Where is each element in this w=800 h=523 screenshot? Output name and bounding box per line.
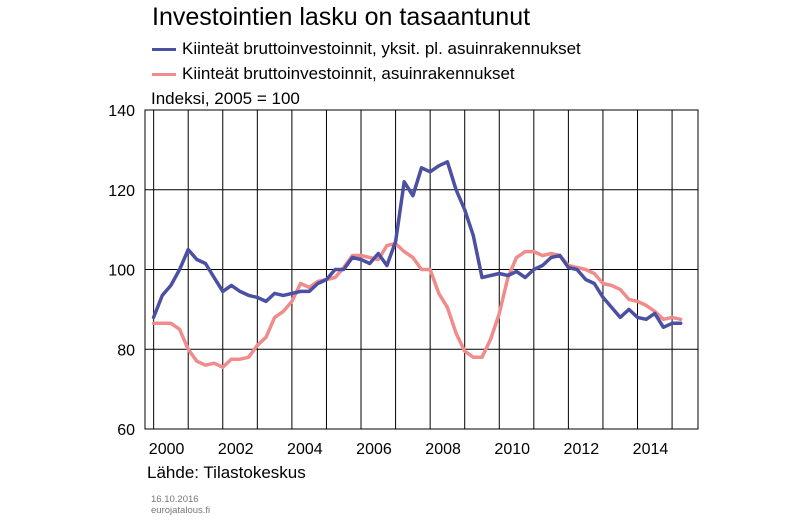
plot-frame	[144, 109, 699, 430]
y-tick-label-60: 60	[117, 422, 135, 439]
y-tick-label-100: 100	[108, 263, 135, 280]
series-line-1	[151, 160, 683, 330]
x-tick-label-2004: 2004	[287, 441, 323, 458]
legend-label-series-1: Kiinteät bruttoinvestoinnit, yksit. pl. …	[182, 39, 581, 58]
date-stamp: 16.10.2016	[151, 494, 199, 505]
y-tick-label-120: 120	[108, 183, 135, 200]
x-tick-label-2008: 2008	[425, 441, 461, 458]
series-line-2	[151, 241, 683, 369]
x-tick-label-2002: 2002	[218, 441, 254, 458]
legend-label-series-2: Kiinteät bruttoinvestoinnit, asuinrakenn…	[182, 64, 515, 83]
legend-swatch-series-1	[152, 47, 176, 51]
source-label: Lähde: Tilastokeskus	[147, 463, 306, 482]
x-tick-label-2010: 2010	[494, 441, 530, 458]
chart-title: Investointien lasku on tasaantunut	[152, 3, 531, 31]
x-tick-label-2006: 2006	[356, 441, 392, 458]
y-tick-label-80: 80	[117, 342, 135, 359]
x-tick-label-2014: 2014	[633, 441, 669, 458]
legend-swatch-series-2	[152, 72, 176, 76]
y-tick-label-140: 140	[108, 103, 135, 120]
x-tick-label-2000: 2000	[149, 441, 185, 458]
legend-item-series-1: Kiinteät bruttoinvestoinnit, yksit. pl. …	[152, 37, 581, 61]
site-stamp: eurojatalous.fi	[151, 505, 211, 516]
y-axis-unit-label: Indeksi, 2005 = 100	[151, 89, 300, 108]
x-tick-label-2012: 2012	[564, 441, 600, 458]
legend-item-series-2: Kiinteät bruttoinvestoinnit, asuinrakenn…	[152, 62, 515, 86]
